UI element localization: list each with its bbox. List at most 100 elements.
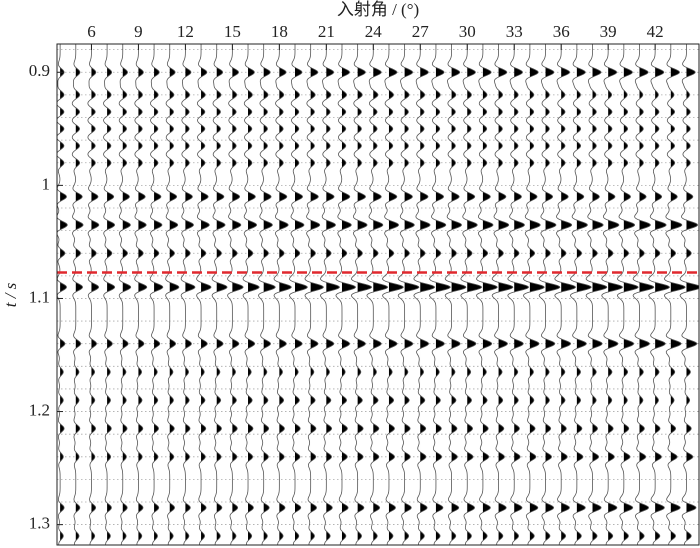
trace: [196, 44, 212, 545]
trace-fill: [357, 44, 372, 545]
y-tick-label: 1: [42, 174, 51, 193]
trace: [663, 44, 686, 545]
trace: [350, 44, 373, 545]
trace-fill: [529, 44, 545, 545]
trace: [320, 44, 340, 545]
x-tick-label: 24: [365, 22, 383, 41]
trace: [103, 44, 116, 545]
trace-fill: [623, 44, 639, 545]
y-tick-label: 1.1: [29, 287, 50, 306]
x-tick-label: 18: [271, 22, 288, 41]
trace-fill: [561, 44, 576, 545]
trace-fill: [138, 44, 147, 545]
trace-fill: [373, 44, 388, 545]
x-tick-label: 36: [553, 22, 570, 41]
trace: [491, 44, 514, 545]
trace-fill: [263, 44, 276, 545]
trace-fill: [169, 44, 179, 545]
trace: [304, 44, 324, 545]
x-tick-label: 42: [647, 22, 664, 41]
trace-fill: [185, 44, 195, 545]
trace: [413, 44, 436, 545]
trace-fill: [482, 44, 498, 545]
trace-fill: [232, 44, 244, 545]
trace: [632, 44, 655, 545]
trace-fill: [326, 44, 340, 545]
x-tick-label: 9: [134, 22, 143, 41]
trace-fill: [451, 44, 466, 545]
trace-fill: [216, 44, 228, 545]
trace-fill: [122, 44, 131, 545]
trace: [679, 44, 699, 545]
trace: [538, 44, 561, 545]
trace: [585, 44, 608, 545]
trace: [570, 44, 592, 545]
trace: [258, 44, 276, 545]
trace: [366, 44, 389, 545]
trace: [554, 44, 576, 545]
x-tick-label: 27: [412, 22, 430, 41]
x-tick-label: 39: [600, 22, 617, 41]
trace-fill: [404, 44, 419, 545]
trace-fill: [248, 44, 260, 545]
x-tick-label: 21: [318, 22, 335, 41]
trace-fill: [420, 44, 435, 545]
y-tick-label: 0.9: [29, 61, 50, 80]
trace-fill: [201, 44, 211, 545]
trace-fill: [514, 44, 529, 545]
trace: [165, 44, 180, 545]
trace: [180, 44, 196, 545]
trace-fill: [91, 44, 99, 545]
trace-fill: [435, 44, 451, 545]
trace: [382, 44, 404, 545]
trace: [211, 44, 228, 545]
trace: [57, 44, 68, 545]
trace: [601, 44, 623, 545]
x-tick-label: 15: [224, 22, 241, 41]
y-axis-label: t / s: [1, 282, 20, 307]
trace: [149, 44, 164, 545]
trace: [227, 44, 244, 545]
trace: [476, 44, 498, 545]
plot-frame: [56, 43, 700, 546]
trace-fill: [592, 44, 607, 545]
trace: [87, 44, 100, 545]
trace: [429, 44, 451, 545]
trace-fill: [576, 44, 592, 545]
trace: [242, 44, 260, 545]
trace-fill: [279, 44, 292, 545]
x-axis-label: 入射角 / (°): [337, 0, 419, 19]
trace-fill: [75, 44, 84, 545]
x-tick-label: 30: [459, 22, 476, 41]
trace-fill: [498, 44, 513, 545]
trace-fill: [545, 44, 560, 545]
trace: [507, 44, 529, 545]
y-tick-label: 1.2: [29, 400, 50, 419]
trace-fill: [295, 44, 308, 545]
x-tick-label: 6: [87, 22, 96, 41]
trace-fill: [670, 44, 686, 545]
trace-fill: [60, 44, 68, 545]
trace-fill: [107, 44, 115, 545]
trace-fill: [608, 44, 623, 545]
trace: [444, 44, 467, 545]
plot-area: [57, 44, 699, 545]
trace: [273, 44, 292, 545]
x-tick-label: 12: [177, 22, 194, 41]
trace: [460, 44, 483, 545]
trace: [616, 44, 639, 545]
trace: [397, 44, 420, 545]
trace: [335, 44, 356, 545]
x-tick-label: 33: [506, 22, 523, 41]
trace-fill: [310, 44, 324, 545]
trace: [523, 44, 545, 545]
trace-fill: [388, 44, 404, 545]
trace: [648, 44, 670, 545]
trace-fill: [154, 44, 163, 545]
trace: [134, 44, 148, 545]
trace-fill: [467, 44, 482, 545]
y-tick-label: 1.3: [29, 514, 50, 533]
trace: [118, 44, 132, 545]
trace-fill: [341, 44, 356, 545]
